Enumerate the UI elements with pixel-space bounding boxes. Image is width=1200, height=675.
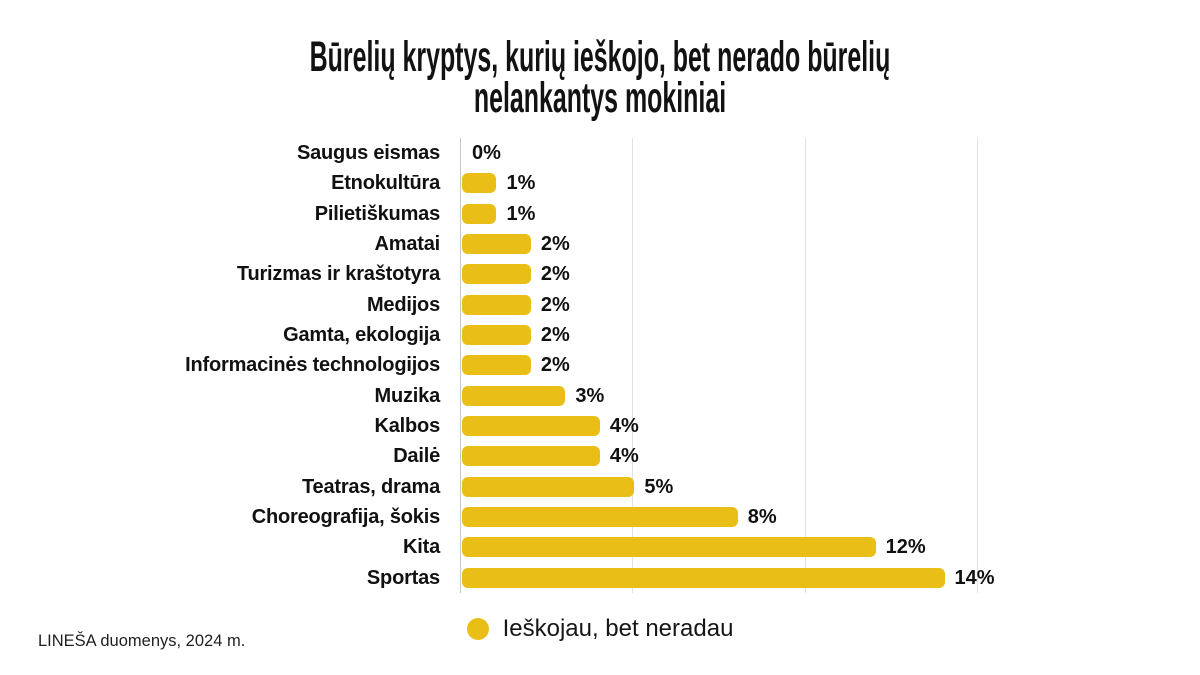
bar — [462, 325, 531, 345]
bar — [462, 294, 531, 315]
category-label: Kita — [403, 536, 440, 559]
value-label: 2% — [540, 263, 570, 286]
legend-marker-circle — [466, 618, 489, 640]
bar — [462, 446, 600, 467]
bar — [462, 567, 945, 588]
bar — [462, 203, 497, 224]
bar — [462, 234, 531, 254]
x-gridline — [632, 138, 634, 593]
y-axis-line — [460, 138, 461, 593]
bar — [462, 385, 566, 406]
horizontal-bar-chart: Saugus eismas 0% Etnokultūra 1% Pilietiškuma… — [0, 138, 1200, 593]
category-label: Saugus eismas — [296, 142, 440, 164]
bar — [462, 355, 531, 376]
bar — [462, 537, 876, 558]
legend-label: Ieškojau, bet neradau — [502, 615, 734, 642]
chart-title-line1: Būrelių kryptys, kurių ieškojo, bet nera… — [309, 33, 891, 81]
value-label: 8% — [747, 506, 777, 528]
value-label: 4% — [609, 445, 639, 468]
bar — [462, 416, 600, 436]
chart-row: Etnokultūra 1% — [0, 168, 1200, 198]
value-label: 4% — [609, 415, 639, 437]
category-label: Muzika — [374, 384, 441, 407]
bar — [462, 173, 497, 194]
bar — [462, 264, 531, 285]
chart-row: Informacinės technologijos 2% — [0, 350, 1200, 380]
chart-row: Dailė 4% — [0, 441, 1200, 471]
value-label: 2% — [540, 233, 570, 255]
value-label: 1% — [506, 202, 536, 225]
value-label: 0% — [472, 142, 501, 164]
chart-row: Turizmas ir kraštotyra 2% — [0, 259, 1200, 289]
source-note: LINEŠA duomenys, 2024 m. — [38, 632, 246, 650]
category-label: Dailė — [393, 445, 440, 468]
chart-row: Choreografija, šokis 8% — [0, 502, 1200, 532]
chart-row: Muzika 3% — [0, 381, 1200, 411]
category-label: Pilietiškumas — [314, 202, 440, 225]
category-label: Teatras, drama — [301, 475, 440, 498]
category-label: Gamta, ekologija — [283, 324, 440, 346]
chart-row: Amatai 2% — [0, 229, 1200, 259]
category-label: Informacinės technologijos — [185, 354, 440, 377]
value-label: 2% — [540, 324, 570, 346]
legend: Ieškojau, bet neradau — [0, 615, 1200, 643]
chart-row: Kita 12% — [0, 532, 1200, 562]
value-label: 5% — [644, 475, 674, 498]
category-label: Turizmas ir kraštotyra — [236, 263, 440, 286]
value-label: 2% — [540, 293, 570, 316]
chart-row: Pilietiškumas 1% — [0, 199, 1200, 229]
chart-title-line2: nelankantys mokiniai — [473, 74, 727, 122]
value-label: 1% — [506, 172, 536, 195]
value-label: 3% — [575, 384, 605, 407]
category-label: Amatai — [374, 233, 441, 255]
chart-row: Teatras, drama 5% — [0, 472, 1200, 502]
category-label: Choreografija, šokis — [251, 506, 440, 528]
x-gridline — [977, 138, 978, 593]
chart-row: Medijos 2% — [0, 290, 1200, 320]
chart-row: Sportas 14% — [0, 563, 1200, 593]
bar — [462, 476, 635, 497]
value-label: 12% — [885, 536, 926, 559]
category-label: Sportas — [366, 566, 440, 589]
chart-row: Kalbos 4% — [0, 411, 1200, 441]
value-label: 2% — [540, 354, 570, 377]
bar — [462, 507, 738, 527]
chart-row: Saugus eismas 0% — [0, 138, 1200, 168]
category-label: Kalbos — [374, 415, 441, 437]
category-label: Etnokultūra — [331, 172, 440, 195]
x-gridline — [804, 138, 806, 593]
chart-row: Gamta, ekologija 2% — [0, 320, 1200, 350]
value-label: 14% — [954, 566, 995, 589]
chart-title: Būrelių kryptys, kurių ieškojo, bet nera… — [252, 33, 948, 122]
category-label: Medijos — [366, 293, 440, 316]
